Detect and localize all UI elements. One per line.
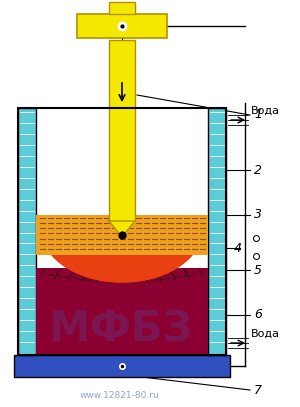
Bar xyxy=(14,355,230,377)
Bar xyxy=(18,108,36,355)
Text: 1: 1 xyxy=(254,109,262,122)
Text: 2: 2 xyxy=(254,164,262,177)
Bar xyxy=(109,2,135,14)
Text: 4: 4 xyxy=(234,241,242,254)
Polygon shape xyxy=(109,221,135,237)
Text: Вода: Вода xyxy=(251,329,280,339)
Text: МФБЗ: МФБЗ xyxy=(48,309,192,351)
Text: Вода: Вода xyxy=(251,106,280,116)
Text: 7: 7 xyxy=(254,383,262,396)
Text: 5: 5 xyxy=(254,263,262,276)
Bar xyxy=(36,108,208,355)
Bar xyxy=(109,40,135,221)
Bar xyxy=(36,268,208,355)
Text: 6: 6 xyxy=(254,309,262,322)
Text: www.12821-80.ru: www.12821-80.ru xyxy=(80,390,160,400)
Polygon shape xyxy=(41,228,203,282)
Bar xyxy=(208,108,226,355)
Bar xyxy=(77,14,167,38)
Bar xyxy=(18,108,226,355)
Bar xyxy=(36,215,208,255)
Text: 3: 3 xyxy=(254,208,262,221)
